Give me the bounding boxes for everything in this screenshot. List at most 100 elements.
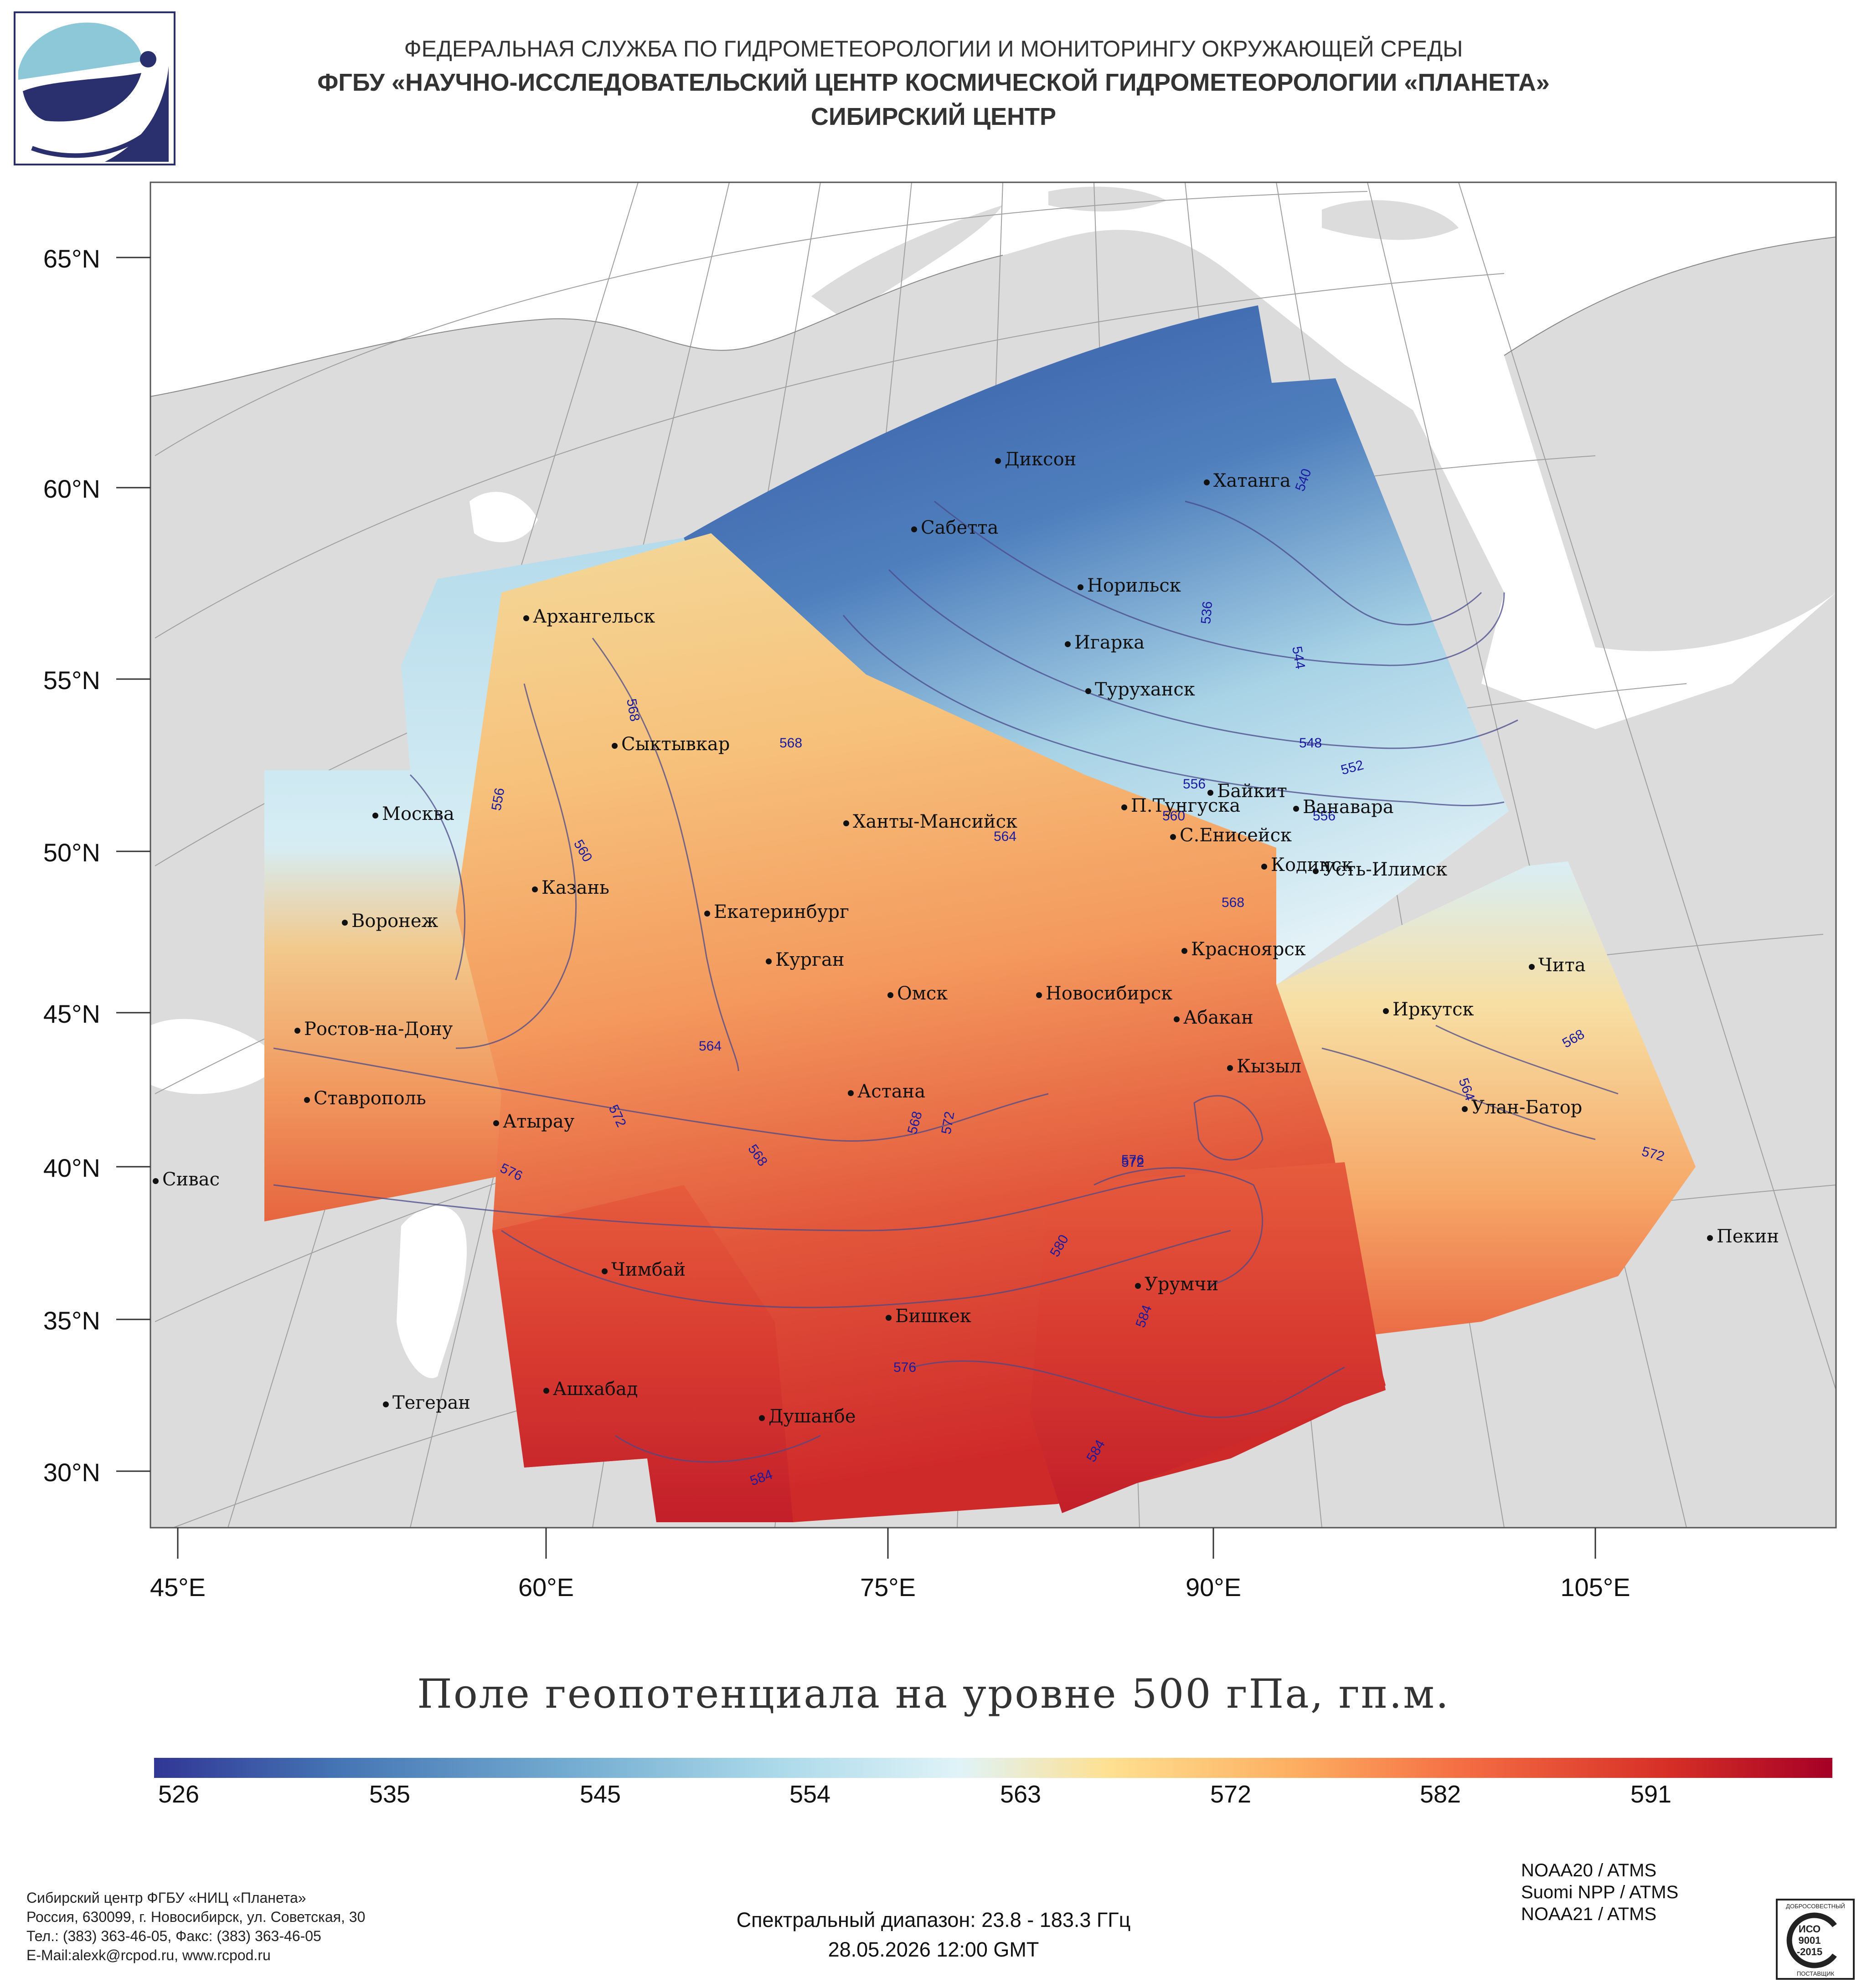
city-label: Тегеран xyxy=(383,1392,470,1413)
org-email: E-Mail:alexk@rcpod.ru, www.rcpod.ru xyxy=(26,1947,271,1963)
contour-label: 576 xyxy=(1121,1153,1144,1168)
city-label: Курган xyxy=(766,949,845,970)
lon-label-90: 90°E xyxy=(1185,1573,1242,1602)
lat-label-60: 60°N xyxy=(43,474,100,503)
center-title: СИБИРСКИЙ ЦЕНТР xyxy=(810,103,1057,130)
colorbar-tick: 582 xyxy=(1419,1781,1461,1808)
colorbar-tick: 554 xyxy=(789,1781,831,1808)
colorbar-tick: 572 xyxy=(1210,1781,1252,1808)
land-area xyxy=(811,205,1003,319)
iso-certification-badge-icon: ДОБРОСОВЕСТНЫЙ ИСО 9001 -2015 ПОСТАВЩИК xyxy=(1776,1899,1855,1980)
swath-southwest xyxy=(492,1185,793,1522)
city-label: Новосибирск xyxy=(1036,983,1172,1004)
city-label: Диксон xyxy=(995,449,1076,470)
city-label: Хатанга xyxy=(1204,470,1291,491)
caspian-sea xyxy=(397,1206,467,1378)
city-label: Сабетта xyxy=(911,517,998,538)
city-label: Чита xyxy=(1529,955,1586,976)
city-label: Улан-Батор xyxy=(1462,1097,1582,1118)
institute-title: ФГБУ «НАУЧНО-ИССЛЕДОВАТЕЛЬСКИЙ ЦЕНТР КОС… xyxy=(317,69,1550,96)
city-label: П.Тунгуска xyxy=(1121,795,1240,816)
org-address: Россия, 630099, г. Новосибирск, ул. Сове… xyxy=(26,1909,366,1925)
city-label: Ростов-на-Дону xyxy=(294,1019,453,1040)
sensor-item: Suomi NPP / ATMS xyxy=(1521,1882,1679,1902)
colorbar-tick: 526 xyxy=(158,1781,200,1808)
lat-label-50: 50°N xyxy=(43,838,100,867)
land-area xyxy=(1504,237,1836,651)
contour-label: 536 xyxy=(1198,601,1215,625)
city-label: Иркутск xyxy=(1383,999,1474,1020)
city-label: Ставрополь xyxy=(304,1088,426,1109)
contour-lines xyxy=(273,500,1619,1463)
city-label: Омск xyxy=(887,983,948,1004)
sensor-list: NOAA20 / ATMS Suomi NPP / ATMS NOAA21 / … xyxy=(1521,1859,1678,1925)
city-label: Екатеринбург xyxy=(704,901,849,922)
org-name: Сибирский центр ФГБУ «НИЦ «Планета» xyxy=(26,1890,306,1906)
city-label: С.Енисейск xyxy=(1170,825,1292,846)
city-label: Чимбай xyxy=(602,1259,686,1280)
lat-label-40: 40°N xyxy=(43,1154,100,1182)
contour-label: 564 xyxy=(994,829,1016,844)
city-label: Душанбе xyxy=(759,1406,856,1427)
city-label: Кодинск xyxy=(1261,855,1353,876)
contour-label: 564 xyxy=(699,1039,722,1054)
iso-bottom-text: ПОСТАВЩИК xyxy=(1797,1970,1835,1977)
city-label: Байкит xyxy=(1207,781,1287,802)
contour-label: 548 xyxy=(1299,736,1322,751)
city-label: Сыктывкар xyxy=(612,734,730,755)
lon-label-60: 60°E xyxy=(518,1573,574,1602)
swath-east xyxy=(1276,861,1696,1335)
city-label: Сивас xyxy=(153,1169,220,1190)
colorbar-tick: 591 xyxy=(1630,1781,1672,1808)
org-phone: Тел.: (383) 363-46-05, Факс: (383) 363-4… xyxy=(26,1928,321,1944)
swath-southeast xyxy=(1030,1162,1386,1513)
iso-top-text: ДОБРОСОВЕСТНЫЙ xyxy=(1786,1903,1845,1910)
city-label: Казань xyxy=(532,877,609,898)
contour-label: 556 xyxy=(1313,809,1336,824)
city-label: Туруханск xyxy=(1085,679,1195,700)
contour-label: 568 xyxy=(779,736,802,751)
city-label: Атырау xyxy=(493,1111,574,1132)
colorbar-tick: 563 xyxy=(1000,1781,1042,1808)
city-label: Урумчи xyxy=(1135,1274,1218,1295)
lat-label-30: 30°N xyxy=(43,1458,100,1487)
lat-label-55: 55°N xyxy=(43,666,100,695)
white-sea xyxy=(469,492,538,542)
city-label: Пекин xyxy=(1707,1226,1779,1247)
city-label: Ханты-Мансийск xyxy=(843,811,1017,832)
sensor-item: NOAA21 / ATMS xyxy=(1521,1904,1657,1924)
lon-label-45: 45°E xyxy=(150,1573,206,1602)
contour-label: 576 xyxy=(893,1360,916,1375)
city-label: Игарка xyxy=(1065,632,1145,653)
city-label: Астана xyxy=(848,1081,925,1102)
colorbar-tick: 535 xyxy=(369,1781,411,1808)
contour-label: 572 xyxy=(1121,1155,1144,1170)
contour-label: 568 xyxy=(1222,895,1244,910)
lat-label-65: 65°N xyxy=(43,244,100,273)
spectral-range: Спектральный диапазон: 23.8 - 183.3 ГГц xyxy=(736,1908,1131,1931)
city-label: Архангельск xyxy=(523,606,655,627)
city-label: Усть-Илимск xyxy=(1313,859,1447,880)
land-area xyxy=(1322,200,1459,240)
contour-label: 560 xyxy=(1162,809,1185,824)
city-label: Бишкек xyxy=(886,1306,971,1327)
city-label: Красноярск xyxy=(1181,939,1306,960)
iso-text: ИСО xyxy=(1799,1923,1821,1935)
lat-label-35: 35°N xyxy=(43,1306,100,1335)
city-label: Кызыл xyxy=(1227,1056,1301,1077)
axis-ticks xyxy=(116,257,1596,1559)
map-frame xyxy=(150,181,1837,1529)
planeta-logo-icon xyxy=(14,11,175,165)
observation-datetime: 28.05.2026 12:00 GMT xyxy=(828,1938,1039,1961)
lon-label-105: 105°E xyxy=(1560,1573,1630,1602)
city-label: Воронеж xyxy=(342,911,438,932)
land-area xyxy=(1048,186,1167,211)
city-label: Москва xyxy=(372,803,454,824)
black-sea xyxy=(150,1019,283,1094)
city-label: Ашхабад xyxy=(543,1379,638,1400)
sensor-item: NOAA20 / ATMS xyxy=(1521,1860,1657,1880)
lon-label-75: 75°E xyxy=(860,1573,916,1602)
contour-label: 556 xyxy=(1183,777,1206,792)
